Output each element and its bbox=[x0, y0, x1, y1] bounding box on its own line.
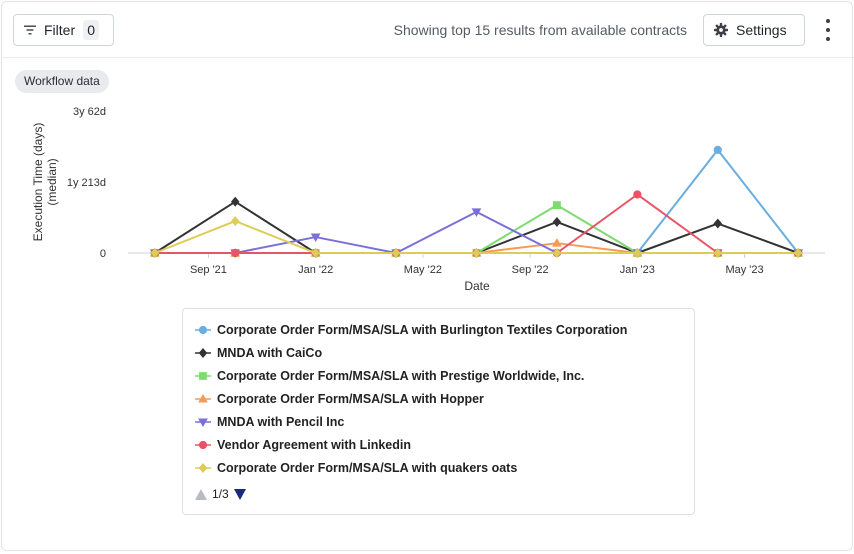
data-point[interactable] bbox=[633, 190, 642, 199]
series-7 bbox=[150, 216, 803, 258]
series-line bbox=[154, 210, 799, 254]
line-chart: 0 1y 213d 3y 62d Sep '21 Jan '22 May '22 Sep '… bbox=[31, 106, 825, 293]
legend-item-3[interactable]: Corporate Order Form/MSA/SLA with Presti… bbox=[195, 366, 584, 386]
legend-marker bbox=[198, 325, 208, 335]
legend-item-4[interactable]: Corporate Order Form/MSA/SLA with Hopper bbox=[195, 389, 484, 409]
legend-item-6[interactable]: Vendor Agreement with Linkedin bbox=[195, 435, 411, 455]
y-axis-label: Execution Time (days) bbox=[31, 123, 45, 242]
filter-icon bbox=[24, 25, 36, 35]
data-point[interactable] bbox=[552, 248, 562, 258]
results-summary: Showing top 15 results from available co… bbox=[393, 22, 687, 38]
x-tick-label: May '23 bbox=[725, 264, 763, 276]
more-options-icon[interactable] bbox=[820, 17, 836, 43]
data-point[interactable] bbox=[391, 248, 401, 258]
data-point[interactable] bbox=[553, 201, 561, 210]
data-point[interactable] bbox=[713, 248, 723, 258]
legend-marker bbox=[198, 463, 208, 473]
legend-swatch-icon bbox=[195, 372, 211, 380]
legend-marker bbox=[199, 372, 207, 380]
series-6 bbox=[150, 190, 803, 258]
data-point[interactable] bbox=[552, 216, 562, 227]
data-point[interactable] bbox=[311, 248, 320, 258]
legend-marker bbox=[198, 394, 208, 403]
workflow-data-tag: Workflow data bbox=[15, 70, 109, 93]
y-axis-label: (median) bbox=[45, 158, 59, 205]
gear-icon bbox=[714, 23, 728, 37]
legend-page-indicator: 1/3 bbox=[212, 487, 229, 501]
legend-swatch-icon bbox=[195, 394, 211, 403]
settings-button[interactable]: Settings bbox=[703, 14, 805, 46]
toolbar: Filter 0 Showing top 15 results from ava… bbox=[2, 2, 854, 58]
data-point[interactable] bbox=[713, 145, 722, 155]
data-point[interactable] bbox=[793, 248, 803, 258]
legend-swatch-icon bbox=[195, 440, 211, 450]
legend-marker bbox=[198, 348, 208, 358]
legend-item-5[interactable]: MNDA with Pencil Inc bbox=[195, 412, 344, 432]
filter-count-badge: 0 bbox=[83, 20, 100, 40]
x-tick-label: Jan '23 bbox=[620, 264, 655, 276]
legend-page-up-icon[interactable] bbox=[195, 488, 207, 500]
legend-swatch-icon bbox=[195, 348, 211, 358]
data-point[interactable] bbox=[230, 216, 240, 227]
legend-label: MNDA with CaiCo bbox=[217, 346, 323, 360]
data-point[interactable] bbox=[633, 248, 642, 258]
x-axis-label: Date bbox=[464, 279, 490, 293]
legend-pager: 1/3 bbox=[195, 487, 246, 501]
settings-label: Settings bbox=[736, 22, 787, 38]
legend-swatch-icon bbox=[195, 418, 211, 427]
data-point[interactable] bbox=[230, 196, 240, 207]
x-tick-label: May '22 bbox=[404, 264, 442, 276]
chart-legend: 1/3 Corporate Order Form/MSA/SLA with Bu… bbox=[182, 308, 695, 515]
legend-page-down-icon[interactable] bbox=[233, 488, 246, 500]
legend-marker bbox=[198, 440, 208, 450]
legend-label: Corporate Order Form/MSA/SLA with quaker… bbox=[217, 461, 518, 475]
data-point[interactable] bbox=[310, 233, 321, 243]
legend-label: MNDA with Pencil Inc bbox=[217, 415, 345, 429]
legend-swatch-icon bbox=[195, 463, 211, 473]
legend-label: Corporate Order Form/MSA/SLA with Hopper bbox=[217, 392, 484, 406]
legend-item-2[interactable]: MNDA with CaiCo bbox=[195, 343, 322, 363]
data-point[interactable] bbox=[150, 248, 160, 258]
filter-button[interactable]: Filter 0 bbox=[13, 14, 114, 46]
data-point[interactable] bbox=[471, 208, 482, 217]
x-tick-label: Jan '22 bbox=[298, 264, 333, 276]
legend-item-7[interactable]: Corporate Order Form/MSA/SLA with quaker… bbox=[195, 458, 517, 478]
x-tick-label: Sep '21 bbox=[190, 264, 227, 276]
series-1 bbox=[150, 145, 803, 258]
x-tick-label: Sep '22 bbox=[512, 264, 549, 276]
data-point[interactable] bbox=[231, 248, 240, 258]
y-tick-label: 0 bbox=[100, 248, 106, 260]
legend-label: Corporate Order Form/MSA/SLA with Burlin… bbox=[217, 323, 628, 337]
filter-label: Filter bbox=[44, 22, 76, 38]
y-tick-label: 1y 213d bbox=[67, 177, 106, 189]
y-tick-label: 3y 62d bbox=[73, 106, 106, 118]
legend-marker bbox=[198, 418, 208, 427]
legend-item-1[interactable]: Corporate Order Form/MSA/SLA with Burlin… bbox=[195, 320, 627, 340]
data-point[interactable] bbox=[472, 248, 481, 258]
series-line bbox=[154, 148, 799, 254]
legend-swatch-icon bbox=[195, 325, 211, 335]
data-point[interactable] bbox=[552, 238, 562, 247]
data-point[interactable] bbox=[713, 218, 723, 229]
series-line bbox=[154, 193, 799, 254]
legend-label: Corporate Order Form/MSA/SLA with Presti… bbox=[217, 369, 585, 383]
legend-label: Vendor Agreement with Linkedin bbox=[217, 438, 412, 452]
